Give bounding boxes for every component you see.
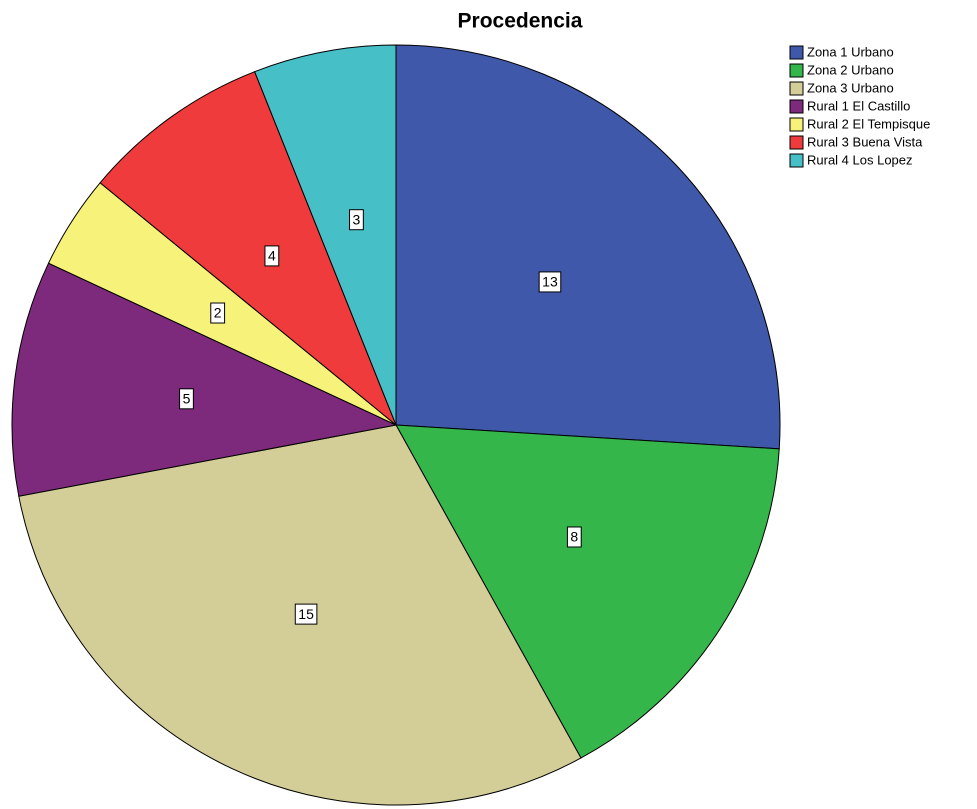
pie-slice [99, 71, 397, 426]
data-label-box [179, 388, 194, 410]
legend-swatch [789, 81, 804, 96]
legend-label: Rural 2 El Tempisque [807, 116, 930, 131]
data-label: 8 [570, 529, 578, 545]
legend-swatch [789, 117, 804, 132]
legend-label: Rural 3 Buena Vista [807, 134, 923, 149]
legend-label: Zona 1 Urbano [807, 44, 894, 59]
legend-label: Zona 3 Urbano [807, 80, 894, 95]
pie-slice [11, 262, 398, 497]
chart-title: Procedencia [458, 10, 583, 33]
data-label-box [264, 245, 280, 267]
pie-slice [395, 44, 781, 450]
data-label-box [210, 302, 226, 324]
legend-swatch [789, 99, 804, 114]
legend-label: Zona 2 Urbano [807, 62, 894, 77]
data-label: 3 [353, 211, 361, 227]
legend-swatch [789, 63, 804, 78]
legend-label: Rural 4 Los Lopez [807, 152, 913, 167]
data-label: 15 [298, 606, 314, 622]
data-label: 13 [542, 274, 558, 290]
pie-slice [253, 44, 397, 426]
data-label-box [566, 526, 582, 548]
data-label: 4 [268, 248, 276, 264]
data-label-box [538, 271, 562, 293]
legend-swatch [789, 135, 804, 150]
data-label: 5 [183, 391, 191, 407]
data-label-box [294, 603, 318, 625]
legend-label: Rural 1 El Castillo [807, 98, 910, 113]
pie-slice [395, 424, 780, 759]
legend-swatch [789, 45, 804, 60]
data-label-box [349, 209, 364, 231]
data-label: 2 [214, 305, 222, 321]
legend-swatch [789, 153, 804, 168]
